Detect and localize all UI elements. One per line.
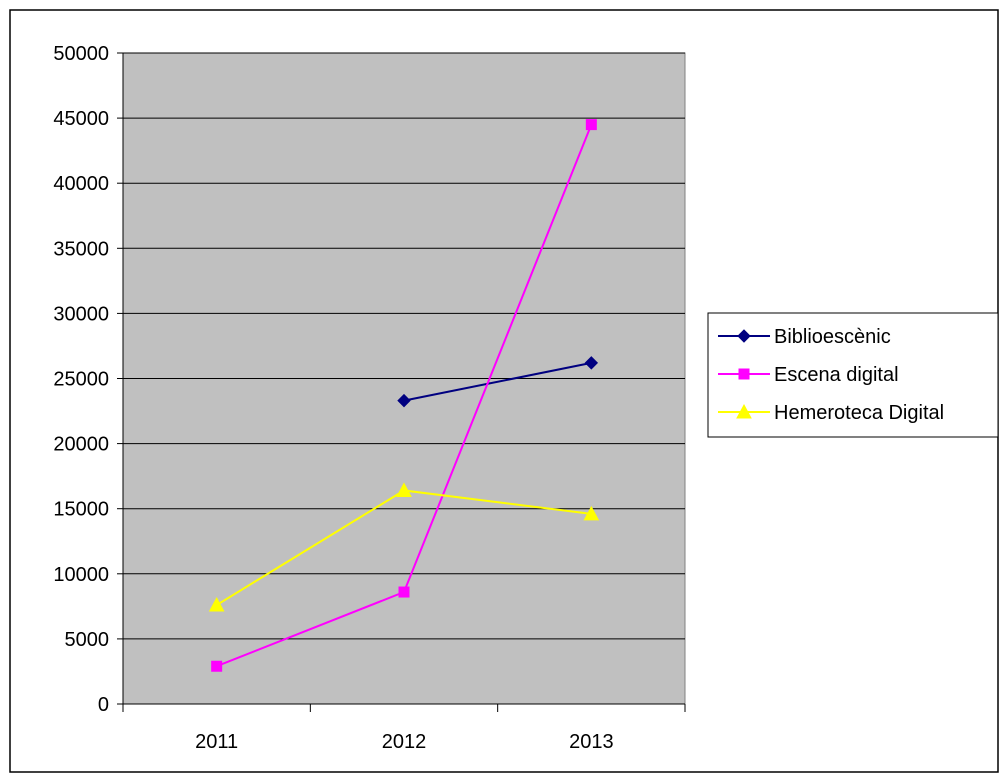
series-2 [208,482,600,612]
legend-label: Escena digital [774,364,899,386]
y-tick-label: 25000 [53,369,109,391]
y-tick-label: 0 [98,694,109,716]
gridlines [123,52,685,640]
legend-label: Biblioescènic [774,326,891,348]
legend-marker [736,403,752,419]
x-tick-label: 2013 [569,731,614,753]
y-tick-label: 45000 [53,108,109,130]
data-point [208,596,225,612]
y-tick-label: 40000 [53,173,109,195]
legend-item: Hemeroteca Digital [718,402,944,424]
data-point [211,660,223,672]
y-tick-label: 35000 [53,238,109,260]
legend-label: Hemeroteca Digital [774,402,944,424]
series-1 [211,119,597,672]
series-group [208,119,600,672]
y-tick-label: 5000 [65,629,110,651]
legend-item: Escena digital [718,364,899,386]
data-point [398,586,410,598]
legend: Biblioescènic Escena digital Hemeroteca Di… [707,312,999,438]
legend-marker [738,368,750,380]
data-point [584,356,599,370]
legend-marker [737,329,751,343]
data-point [583,505,600,521]
data-point [397,393,411,408]
y-tick-label: 10000 [53,564,109,586]
y-tick-label: 50000 [53,43,109,65]
x-tick-label: 2012 [382,731,427,753]
x-tick-label: 2011 [195,731,238,753]
series-0 [397,356,599,408]
data-point [396,482,412,497]
y-tick-label: 30000 [53,303,109,325]
y-tick-label: 15000 [53,499,109,521]
data-point [585,119,597,131]
series-line [403,361,592,402]
legend-item: Biblioescènic [718,326,891,348]
axes: 0 5000 10000 15000 20000 25000 30000 35000 40000… [53,43,686,753]
y-tick-label: 20000 [53,434,109,456]
